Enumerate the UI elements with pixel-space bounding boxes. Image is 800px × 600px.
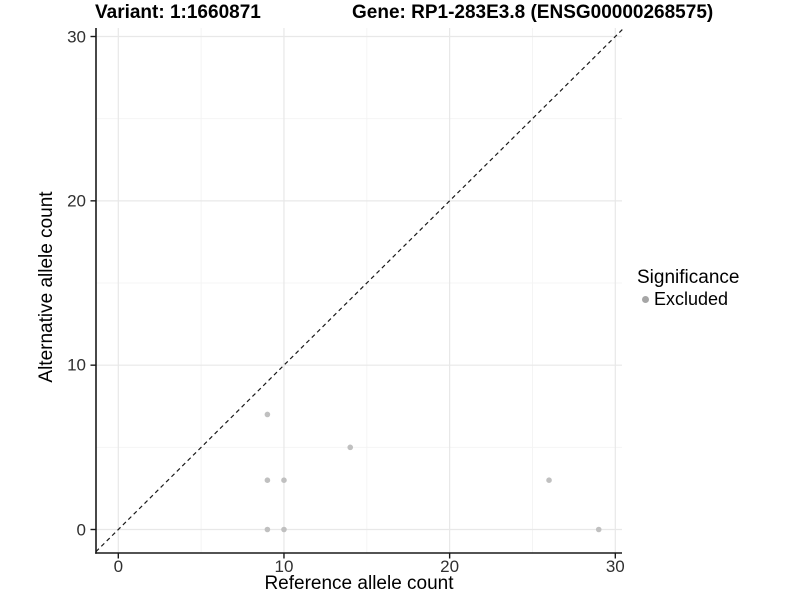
x-tick-label: 30: [605, 557, 625, 576]
data-point: [281, 477, 287, 484]
legend-point-icon: [642, 295, 649, 303]
data-point: [264, 411, 271, 418]
legend-item-label: Excluded: [654, 289, 729, 309]
y-tick-label: 10: [67, 355, 86, 375]
x-tick-label: 20: [440, 557, 460, 576]
data-point: [264, 526, 271, 533]
plot-title-gene: Gene: RP1-283E3.8 (ENSG00000268575): [352, 2, 714, 23]
data-point: [347, 444, 354, 451]
x-tick-label: 0: [113, 557, 124, 576]
data-point: [281, 526, 287, 533]
legend-title: Significance: [637, 267, 740, 288]
y-tick-label: 30: [67, 27, 86, 46]
y-axis-title: Alternative allele count: [36, 191, 57, 383]
y-tick-label: 20: [67, 191, 86, 211]
identity-line: [95, 28, 624, 553]
x-tick-label: 10: [274, 557, 294, 576]
plot-title-variant: Variant: 1:1660871: [95, 2, 261, 23]
legend-item-excluded: Excluded: [642, 290, 739, 308]
legend: Significance Excluded: [637, 267, 740, 309]
data-point: [264, 477, 271, 484]
x-axis-title: Reference allele count: [264, 573, 454, 594]
data-point: [546, 477, 552, 484]
y-tick-label: 0: [76, 520, 86, 539]
data-point: [595, 526, 602, 533]
